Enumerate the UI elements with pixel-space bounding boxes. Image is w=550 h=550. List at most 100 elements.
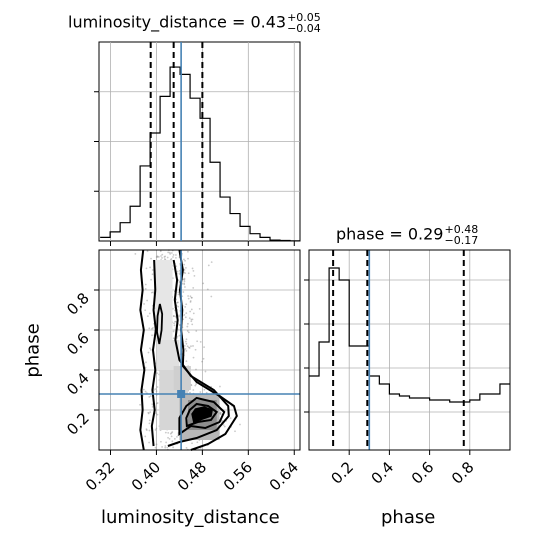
phase-histogram	[309, 267, 510, 403]
posterior-sample-point	[178, 273, 181, 275]
posterior-sample-point	[188, 347, 191, 349]
posterior-sample-point	[184, 348, 187, 350]
posterior-sample-point	[173, 324, 176, 327]
luminosity-distance-quantile-lines	[149, 42, 204, 241]
contour-ring-1	[178, 396, 226, 436]
posterior-sample-point	[196, 441, 199, 444]
posterior-sample-point	[168, 437, 171, 440]
posterior-sample-point	[149, 266, 151, 269]
phase-title: phase = 0.29 +0.48 −0.17	[336, 224, 478, 246]
posterior-sample-point	[229, 417, 232, 420]
posterior-sample-point	[164, 446, 167, 449]
posterior-sample-point	[173, 437, 176, 440]
posterior-sample-point	[234, 430, 236, 433]
posterior-sample-point	[148, 396, 151, 398]
posterior-sample-point	[185, 360, 188, 363]
joint-xtick-label-2: 0.48	[174, 458, 210, 494]
truth-marker	[177, 390, 186, 398]
posterior-sample-point	[192, 312, 195, 315]
posterior-sample-point	[167, 251, 170, 254]
posterior-sample-point	[160, 440, 162, 443]
posterior-sample-point	[178, 315, 180, 318]
posterior-sample-point	[186, 345, 189, 348]
posterior-sample-point	[166, 446, 169, 449]
posterior-sample-point	[151, 403, 154, 406]
joint-panel-ticks	[94, 289, 295, 455]
posterior-sample-point	[176, 301, 179, 304]
posterior-sample-point	[178, 334, 181, 337]
posterior-sample-point	[201, 360, 204, 363]
posterior-sample-point	[192, 356, 195, 359]
posterior-sample-point	[191, 323, 194, 326]
posterior-sample-point	[191, 442, 193, 445]
posterior-sample-point	[167, 431, 170, 434]
posterior-sample-point	[185, 312, 188, 315]
posterior-sample-point	[144, 288, 147, 290]
density-cell-0	[155, 260, 173, 340]
phase-marginal-panel	[304, 249, 511, 455]
phase-title-param: phase	[336, 224, 385, 244]
y-axis-label-phase: phase	[22, 323, 44, 378]
posterior-sample-point	[169, 432, 172, 435]
posterior-sample-point	[183, 258, 185, 261]
joint-ytick-label-1: 0.4	[63, 369, 93, 399]
posterior-sample-point	[194, 384, 197, 387]
posterior-sample-point	[142, 388, 145, 391]
posterior-sample-point	[154, 388, 157, 390]
posterior-sample-point	[176, 335, 179, 338]
posterior-sample-point	[144, 366, 147, 369]
posterior-sample-point	[192, 287, 195, 289]
posterior-sample-point	[187, 331, 190, 334]
posterior-sample-point	[152, 327, 154, 329]
luminosity-distance-histogram	[100, 66, 300, 242]
posterior-sample-point	[177, 305, 180, 308]
posterior-sample-point	[183, 263, 185, 266]
posterior-sample-point	[151, 269, 154, 271]
posterior-sample-point	[190, 308, 193, 311]
posterior-sample-point	[148, 429, 151, 432]
posterior-sample-point	[203, 388, 206, 391]
posterior-sample-point	[177, 279, 180, 282]
posterior-sample-point	[152, 291, 155, 294]
posterior-sample-point	[187, 297, 190, 300]
posterior-sample-point	[161, 257, 163, 259]
contour-small-loop	[156, 303, 164, 345]
luminosity-distance-title: luminosity_distance = 0.43 +0.05 −0.04	[68, 12, 321, 34]
posterior-sample-point	[189, 301, 192, 303]
posterior-sample-point	[147, 411, 150, 414]
posterior-sample-point	[183, 277, 186, 280]
posterior-sample-point	[193, 274, 196, 277]
posterior-sample-point	[221, 419, 224, 422]
posterior-sample-point	[210, 295, 213, 298]
posterior-sample-point	[199, 340, 202, 343]
posterior-sample-point	[184, 286, 186, 288]
posterior-sample-point	[145, 361, 147, 364]
posterior-sample-point	[202, 357, 205, 360]
posterior-sample-point	[183, 271, 186, 274]
truth-crosshair	[99, 250, 300, 450]
density-cell-5	[173, 366, 191, 390]
posterior-sample-point	[183, 283, 186, 286]
posterior-sample-point	[177, 293, 180, 296]
posterior-sample-point	[149, 411, 152, 414]
posterior-sample-point	[176, 301, 179, 304]
posterior-sample-point	[172, 330, 175, 333]
posterior-sample-point	[156, 372, 158, 375]
posterior-sample-point	[154, 446, 157, 449]
phase-xtick-label-2: 0.6	[408, 458, 438, 488]
posterior-sample-point	[190, 296, 193, 299]
posterior-sample-point	[191, 267, 194, 270]
posterior-sample-point	[151, 273, 154, 276]
posterior-sample-point	[182, 291, 185, 293]
posterior-sample-point	[149, 347, 151, 350]
posterior-sample-point	[143, 303, 145, 305]
phase-title-text: phase = 0.29	[336, 224, 444, 244]
posterior-sample-point	[178, 324, 181, 326]
luminosity-distance-title-param: luminosity_distance	[68, 12, 227, 32]
posterior-sample-point	[155, 412, 157, 415]
posterior-sample-point	[190, 318, 193, 321]
posterior-sample-point	[156, 386, 159, 388]
posterior-sample-point	[149, 395, 152, 397]
posterior-sample-point	[187, 250, 189, 253]
